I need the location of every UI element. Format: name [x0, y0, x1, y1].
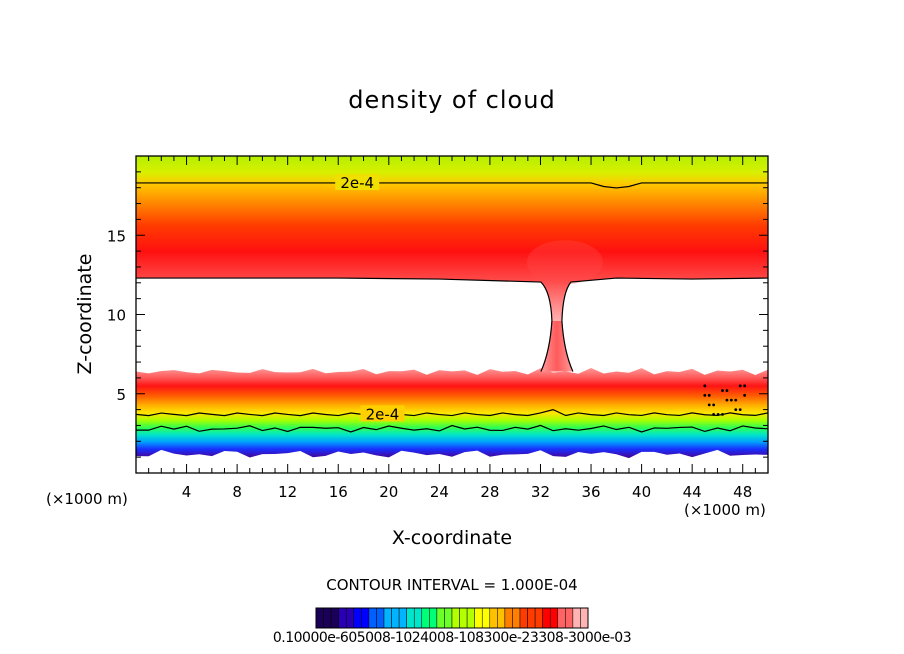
- y-tick-label: 15: [107, 227, 126, 245]
- colorbar-cell: [572, 607, 581, 629]
- contour-speckle: [729, 398, 733, 402]
- colorbar-cell: [549, 607, 559, 629]
- colorbar-cell: [353, 607, 362, 629]
- y-tick-label: 10: [107, 307, 126, 325]
- upper-cloud-layer: [136, 156, 768, 321]
- colorbar-cell: [466, 607, 475, 629]
- colorbar-cell: [383, 607, 392, 629]
- colorbar-cell: [361, 607, 370, 629]
- colorbar-cell: [534, 607, 543, 629]
- contour-speckle: [734, 408, 738, 411]
- contour-speckle: [703, 384, 707, 388]
- lower-2e-4-contour: [136, 408, 768, 417]
- colorbar-cell: [315, 607, 324, 629]
- x-tick-label: 32: [531, 483, 550, 501]
- column-right-edge-contour: [561, 277, 768, 372]
- x-tick-label: 20: [379, 483, 398, 501]
- contour-speckle: [725, 398, 729, 402]
- colorbar-cell: [489, 607, 498, 629]
- colorbar-cell: [580, 607, 589, 629]
- colorbar: [315, 607, 589, 629]
- colorbar-cell: [527, 607, 536, 629]
- colorbar-cell: [542, 607, 551, 629]
- contour-speckle: [725, 389, 729, 392]
- colorbar-cell: [398, 607, 407, 629]
- x-tick-label: 8: [232, 483, 242, 501]
- contour-label-bg: [360, 405, 405, 422]
- contour-speckle: [716, 412, 720, 416]
- contour-speckle: [703, 393, 707, 397]
- x-unit-label-left: (×1000 m): [46, 490, 128, 508]
- column-upper-shading: [526, 240, 603, 285]
- x-tick-label: 4: [182, 483, 192, 501]
- colorbar-cell: [512, 607, 521, 629]
- colorbar-cell: [565, 607, 574, 629]
- colorbar-cell: [459, 607, 468, 629]
- contour-label: 2e-4: [366, 405, 400, 423]
- colorbar-cell: [323, 607, 332, 629]
- contour-speckle: [712, 403, 716, 407]
- colorbar-cell: [429, 607, 438, 629]
- contour-speckle: [721, 389, 724, 392]
- x-tick-label: 12: [278, 483, 297, 501]
- x-tick-label: 36: [581, 483, 600, 501]
- contour-speckle: [734, 398, 738, 402]
- colorbar-cell: [338, 607, 347, 629]
- x-tick-label: 16: [329, 483, 348, 501]
- colorbar-cell: [451, 607, 460, 629]
- contour-speckle: [738, 384, 742, 388]
- x-axis-label: X-coordinate: [391, 527, 513, 549]
- x-tick-label: 24: [430, 483, 449, 501]
- colorbar-tick-labels: 0.10000e-605008-1024008-108300e-23308-30…: [272, 630, 632, 646]
- x-tick-label: 44: [683, 483, 702, 501]
- plot-area: 2e-4 2e-4: [136, 156, 768, 473]
- colorbar-frame: [315, 607, 589, 629]
- contour-label-bg: [335, 173, 380, 190]
- colorbar-cell: [330, 607, 339, 629]
- colorbar-cell: [368, 607, 377, 629]
- colorbar-cell: [345, 607, 355, 629]
- x-tick-label: 40: [632, 483, 651, 501]
- colorbar-cell: [421, 607, 430, 629]
- colorbar-cell: [519, 607, 528, 629]
- contour-speckle: [707, 403, 711, 407]
- contour-speckle: [743, 393, 747, 397]
- x-tick-label: 48: [733, 483, 752, 501]
- upper-2e-4-contour: [136, 182, 768, 189]
- contour-speckle: [707, 393, 711, 397]
- colorbar-cell: [406, 607, 415, 629]
- colorbar-cell: [436, 607, 445, 629]
- colorbar-cell: [391, 607, 400, 629]
- colorbar-cell: [444, 607, 453, 629]
- contour-speckle: [712, 412, 716, 416]
- colorbar-cell: [557, 607, 566, 629]
- contour-speckle: [738, 408, 742, 411]
- chart-title: density of cloud: [348, 86, 556, 114]
- column-left-edge-contour: [136, 277, 553, 372]
- colorbar-cell: [376, 607, 385, 629]
- x-tick-label: 28: [480, 483, 499, 501]
- contour-speckle: [743, 384, 747, 388]
- connecting-cloud-column: [540, 320, 573, 372]
- colorbar-cell: [474, 607, 483, 629]
- y-axis-label: Z-coordinate: [74, 253, 96, 375]
- contour-speckle: [721, 412, 724, 416]
- colorbar-cell: [413, 607, 423, 629]
- contour-label: 2e-4: [340, 174, 374, 192]
- colorbar-cell: [481, 607, 491, 629]
- lower-cloud-layer: [136, 367, 768, 459]
- colorbar-cell: [497, 607, 506, 629]
- x-unit-label-right: (×1000 m): [684, 501, 766, 519]
- lower-inner-contour: [136, 424, 768, 433]
- y-tick-label: 5: [116, 386, 126, 404]
- colorbar-cell: [504, 607, 513, 629]
- contour-interval-label: CONTOUR INTERVAL = 1.000E-04: [326, 576, 578, 594]
